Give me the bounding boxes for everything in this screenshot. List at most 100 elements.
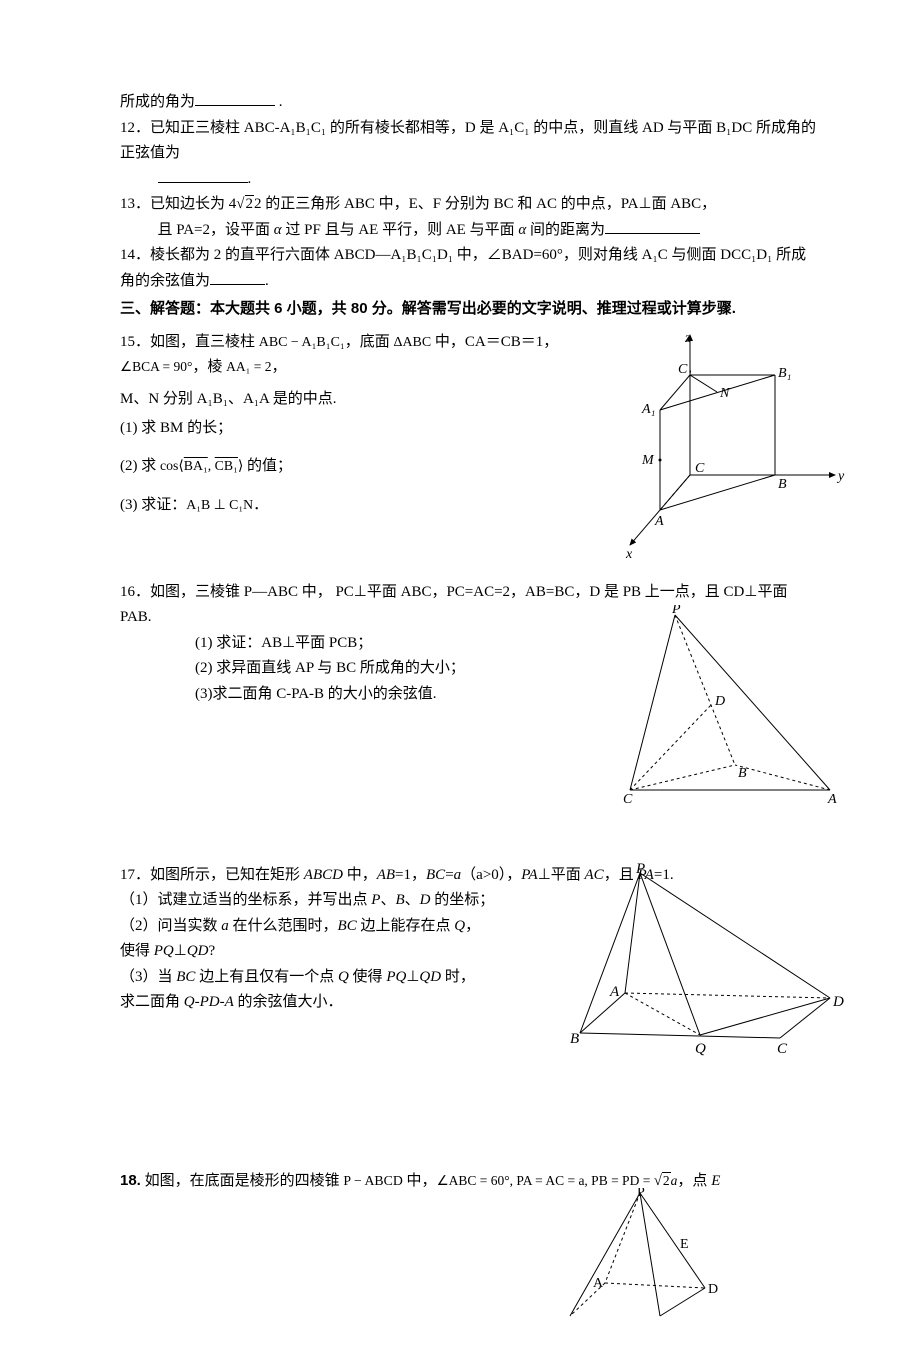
lbl-C: C xyxy=(623,792,633,805)
lbl-D: D xyxy=(832,994,844,1010)
t: a xyxy=(221,918,229,934)
q12-cont: . xyxy=(120,167,820,193)
q15-p3: (3) 求证：A₁B ⊥ C₁N． xyxy=(120,493,560,519)
blank xyxy=(605,218,700,234)
q16-p3: (3)求二面角 C-PA-B 的大小的余弦值. xyxy=(120,682,580,708)
t: 中， xyxy=(343,867,377,883)
lbl-Q: Q xyxy=(695,1041,706,1057)
lbl-D: D xyxy=(708,1282,718,1297)
lbl-A: A xyxy=(593,1276,604,1291)
q12: 12．已知正三棱柱 ABC-A₁B₁C₁ 的所有棱长都相等，D 是 A₁C₁ 的… xyxy=(120,116,820,167)
q12-post: . xyxy=(248,171,252,187)
t: 使得 xyxy=(120,943,154,959)
t: （3）当 xyxy=(120,969,176,985)
q15-p2: (2) 求 cos⟨BA₁, CB₁⟩ 的值； xyxy=(120,454,560,480)
lbl-P: P xyxy=(671,605,681,617)
t: Q-PD-A xyxy=(184,994,234,1010)
q17-p3b: 求二面角 Q-PD-A 的余弦值大小． xyxy=(120,990,540,1016)
q12-text: 已知正三棱柱 ABC-A₁B₁C₁ 的所有棱长都相等，D 是 A₁C₁ 的中点，… xyxy=(120,120,816,162)
q14-post: . xyxy=(265,273,269,289)
section-3-heading: 三、解答题：本大题共 6 小题，共 80 分。解答需写出必要的文字说明、推理过程… xyxy=(120,296,820,322)
q13-t2: 2 的正三角形 ABC 中，E、F 分别为 BC 和 AC 的中点，PA⊥面 A… xyxy=(254,196,716,212)
t: 中，CA＝CB＝1， xyxy=(431,334,558,350)
q13-l2: 且 PA=2，设平面 α 过 PF 且与 AE 平行，则 AE 与平面 α 间的… xyxy=(120,218,820,244)
t: BC xyxy=(338,918,357,934)
t: ，点 xyxy=(677,1173,711,1189)
lbl-E: E xyxy=(680,1237,689,1252)
q17-wrap: 17．如图所示，已知在矩形 ABCD 中，AB=1，BC=a（a>0），PA⊥平… xyxy=(120,863,820,1099)
q17-num: 17． xyxy=(120,867,150,883)
q15-l1: 15．如图，直三棱柱 ABC − A₁B₁C₁，底面 ΔABC 中，CA＝CB＝… xyxy=(120,330,560,381)
q15-num: 15． xyxy=(120,334,150,350)
t: (2) 求 xyxy=(120,458,160,474)
t: ， xyxy=(465,918,480,934)
lbl-x: x xyxy=(625,547,633,560)
t: 如图，直三棱柱 xyxy=(150,334,259,350)
q15-figure: z y x M N C₁ B₁ A₁ C B A xyxy=(620,330,850,560)
t: A₁B ⊥ C₁N xyxy=(186,497,253,512)
q18-num: 18. xyxy=(120,1172,141,1189)
t: ，棱 xyxy=(192,359,226,375)
t: Q xyxy=(338,969,349,985)
t: = xyxy=(445,867,453,883)
lbl-D: D xyxy=(714,694,725,709)
t: （a>0）， xyxy=(461,867,521,883)
lbl-C1: C₁ xyxy=(678,362,692,377)
t: 的余弦值大小． xyxy=(234,994,343,1010)
q15-wrap: 15．如图，直三棱柱 ABC − A₁B₁C₁，底面 ΔABC 中，CA＝CB＝… xyxy=(120,330,820,550)
lbl-P: P xyxy=(635,863,645,877)
t: B xyxy=(395,892,404,908)
lbl-M: M xyxy=(641,453,655,468)
lbl-B: B xyxy=(570,1031,579,1047)
q16-num: 16． xyxy=(120,584,150,600)
t: （2）问当实数 xyxy=(120,918,221,934)
q13-t3: 且 PA=2，设平面 xyxy=(158,222,274,238)
q14-num: 14． xyxy=(120,247,150,263)
q15-p1: (1) 求 BM 的长； xyxy=(120,416,560,442)
sqrt2: 2 xyxy=(245,195,255,212)
q13-t5: 间的距离为 xyxy=(526,222,605,238)
lbl-C: C xyxy=(695,461,705,476)
t: 的坐标； xyxy=(430,892,494,908)
t: 在什么范围时， xyxy=(229,918,338,934)
t: 时， xyxy=(441,969,475,985)
t: D xyxy=(420,892,431,908)
t: QD xyxy=(187,943,209,959)
t: 中， xyxy=(403,1173,437,1189)
t: AB xyxy=(377,867,395,883)
t: 使得 xyxy=(349,969,387,985)
q17-p2b: 使得 PQ⊥QD? xyxy=(120,939,540,965)
cos-expr: cos⟨BA₁, CB₁⟩ xyxy=(160,458,243,473)
t: PQ xyxy=(386,969,406,985)
t: BC xyxy=(426,867,445,883)
t: (3) 求证： xyxy=(120,497,186,513)
q17-p3: （3）当 BC 边上有且仅有一个点 Q 使得 PQ⊥QD 时， xyxy=(120,965,540,991)
q12-num: 12． xyxy=(120,120,150,136)
t: ABCD xyxy=(304,867,343,883)
q13-num: 13． xyxy=(120,196,150,212)
q17-p1: （1）试建立适当的坐标系，并写出点 P、B、D 的坐标； xyxy=(120,888,540,914)
t: ∠BCA = 90° xyxy=(120,359,192,374)
t: 边上有且仅有一个点 xyxy=(195,969,338,985)
t: 的值； xyxy=(243,458,292,474)
t: 如图所示，已知在矩形 xyxy=(150,867,304,883)
t: Q xyxy=(454,918,465,934)
t: P − ABCD xyxy=(343,1173,402,1188)
lbl-z: z xyxy=(684,331,691,346)
q18-figure: P A D E xyxy=(560,1188,730,1318)
t: （1）试建立适当的坐标系，并写出点 xyxy=(120,892,371,908)
q16-p2: (2) 求异面直线 AP 与 BC 所成角的大小； xyxy=(120,656,580,682)
t: BC xyxy=(176,969,195,985)
q16-p1: (1) 求证：AB⊥平面 PCB； xyxy=(120,631,580,657)
lbl-B: B xyxy=(778,477,787,492)
lbl-B: B xyxy=(738,766,747,781)
lbl-B1: B₁ xyxy=(778,366,791,381)
lbl-P: P xyxy=(637,1188,645,1200)
lbl-A: A xyxy=(654,514,664,529)
t: AA₁ = 2 xyxy=(226,359,271,374)
alpha: α xyxy=(274,222,282,238)
t: 如图，在底面是棱形的四棱锥 xyxy=(141,1173,344,1189)
t: ． xyxy=(253,497,268,513)
t: 边上能存在点 xyxy=(357,918,455,934)
t: P xyxy=(371,892,380,908)
